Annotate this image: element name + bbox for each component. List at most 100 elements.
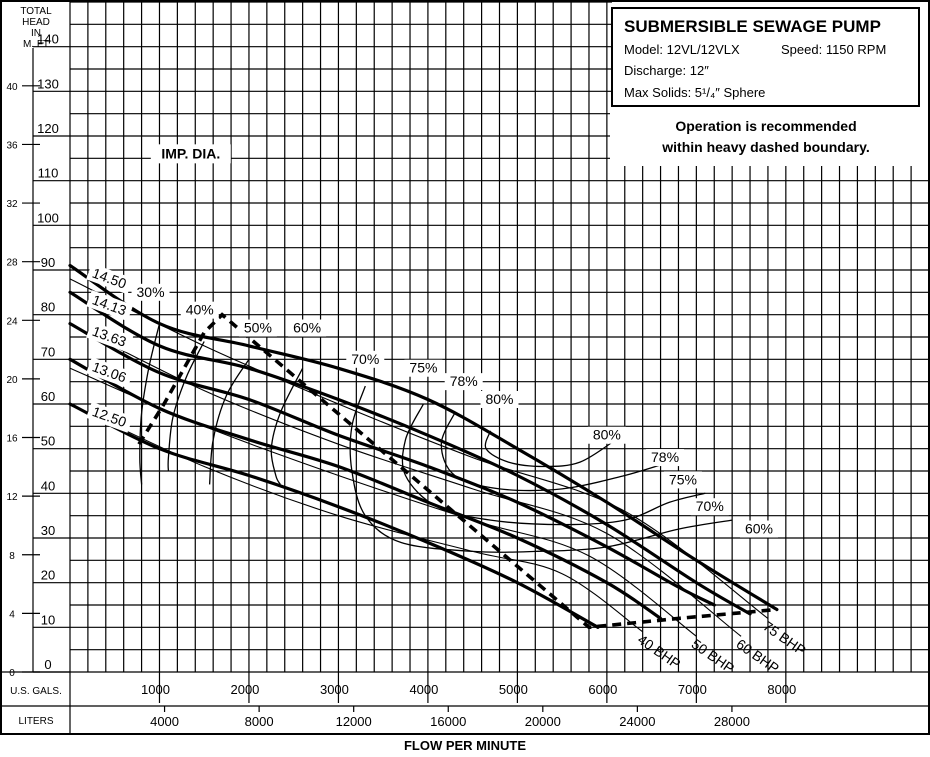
y-axis-header-line-3: IN bbox=[31, 28, 41, 39]
ft-tick-label: 120 bbox=[37, 121, 59, 136]
efficiency-label-bg bbox=[238, 319, 277, 337]
y-axis-header-line-1: TOTAL bbox=[20, 6, 52, 17]
info-solids: Max Solids: 5¹/₄″ Sphere bbox=[624, 85, 765, 100]
efficiency-label-bg bbox=[404, 359, 443, 377]
m-tick-label: 0 bbox=[9, 668, 15, 679]
bhp-line-1 bbox=[69, 367, 697, 637]
efficiency-label-bg bbox=[131, 283, 170, 301]
note-line-1: Operation is recommended bbox=[675, 118, 856, 134]
efficiency-label-bg bbox=[346, 350, 385, 368]
impeller-label-bg bbox=[86, 321, 134, 353]
ft-tick-label: 0 bbox=[44, 657, 51, 672]
efficiency-label-bg bbox=[646, 449, 685, 467]
note-line-2: within heavy dashed boundary. bbox=[661, 139, 869, 155]
impeller-label-bg bbox=[86, 263, 134, 295]
ft-tick-label: 130 bbox=[37, 76, 59, 91]
operating-boundary bbox=[137, 312, 778, 630]
efficiency-curve-6 bbox=[440, 412, 670, 492]
efficiency-label-bg bbox=[444, 373, 483, 391]
gal-tick-label: 6000 bbox=[588, 682, 617, 697]
efficiency-curve-0 bbox=[139, 323, 161, 485]
info-speed: Speed: 1150 RPM bbox=[781, 42, 886, 57]
impeller-label-bg bbox=[86, 401, 134, 433]
liter-tick-label: 16000 bbox=[430, 714, 466, 729]
efficiency-label-bg bbox=[180, 301, 219, 319]
gal-tick-label: 3000 bbox=[320, 682, 349, 697]
gal-tick-label: 4000 bbox=[409, 682, 438, 697]
impeller-label-bg bbox=[86, 357, 134, 389]
info-box: SUBMERSIBLE SEWAGE PUMP Model: 12VL/12VL… bbox=[611, 7, 920, 107]
gal-tick-label: 7000 bbox=[678, 682, 707, 697]
gal-tick-label: 1000 bbox=[141, 682, 170, 697]
ft-tick-label: 140 bbox=[37, 32, 59, 47]
liter-tick-label: 12000 bbox=[336, 714, 372, 729]
bhp-line-3 bbox=[69, 278, 769, 619]
m-tick-label: 40 bbox=[6, 82, 18, 93]
x-axis-title: FLOW PER MINUTE bbox=[404, 738, 526, 753]
ft-tick-label: 60 bbox=[41, 389, 55, 404]
x-units-gal: U.S. GALS. bbox=[10, 686, 62, 697]
ft-tick-label: 40 bbox=[41, 478, 55, 493]
operation-note: Operation is recommended within heavy da… bbox=[610, 112, 922, 164]
efficiency-label: 60% bbox=[745, 521, 773, 537]
efficiency-curve-4 bbox=[349, 385, 733, 553]
y-axis-header-line-2: HEAD bbox=[22, 17, 50, 28]
grid bbox=[0, 1, 930, 734]
m-tick-label: 20 bbox=[6, 375, 18, 386]
efficiency-label: 60% bbox=[293, 320, 321, 336]
ft-tick-label: 100 bbox=[37, 210, 59, 225]
info-model: Model: 12VL/12VLX bbox=[624, 42, 740, 57]
head-curve-4 bbox=[68, 402, 600, 629]
efficiency-label: 50% bbox=[244, 320, 272, 336]
ft-tick-label: 90 bbox=[41, 255, 55, 270]
y-axis-header-line-4: M. FT bbox=[23, 39, 49, 50]
liter-tick-label: 8000 bbox=[245, 714, 274, 729]
efficiency-label-bg bbox=[663, 471, 702, 489]
m-tick-label: 16 bbox=[6, 434, 18, 445]
efficiency-curve-5 bbox=[401, 403, 706, 526]
efficiency-label-bg bbox=[739, 520, 778, 538]
m-tick-label: 32 bbox=[6, 199, 18, 210]
m-tick-label: 36 bbox=[6, 140, 18, 151]
liter-tick-label: 20000 bbox=[525, 714, 561, 729]
ft-tick-label: 80 bbox=[41, 300, 55, 315]
efficiency-label-bg bbox=[288, 319, 327, 337]
x-units-liters: LITERS bbox=[18, 716, 53, 727]
ft-tick-label: 110 bbox=[38, 166, 59, 181]
impeller-label-bg bbox=[86, 290, 134, 322]
m-tick-label: 12 bbox=[6, 492, 18, 503]
efficiency-label: 40% bbox=[186, 302, 214, 318]
gal-tick-label: 2000 bbox=[230, 682, 259, 697]
ft-tick-label: 50 bbox=[41, 434, 55, 449]
efficiency-label: 78% bbox=[450, 373, 478, 389]
efficiency-label: 70% bbox=[696, 498, 724, 514]
m-tick-label: 24 bbox=[6, 316, 18, 327]
m-tick-label: 8 bbox=[9, 551, 15, 562]
efficiency-curve-7 bbox=[484, 430, 617, 468]
chart-frame bbox=[0, 0, 930, 735]
info-title: SUBMERSIBLE SEWAGE PUMP bbox=[624, 17, 881, 36]
bhp-label: 60 BHP bbox=[733, 636, 782, 677]
efficiency-label-bg bbox=[690, 498, 729, 516]
head-curve-1 bbox=[68, 290, 752, 616]
gal-tick-label: 5000 bbox=[499, 682, 528, 697]
m-tick-label: 4 bbox=[9, 609, 15, 620]
efficiency-label: 75% bbox=[409, 360, 437, 376]
efficiency-label-bg bbox=[587, 426, 626, 444]
efficiency-label: 80% bbox=[593, 427, 621, 443]
impeller-heading-bg bbox=[150, 144, 231, 164]
efficiency-label: 78% bbox=[651, 449, 679, 465]
liter-tick-label: 28000 bbox=[714, 714, 750, 729]
efficiency-label-bg bbox=[480, 391, 519, 408]
efficiency-curve-1 bbox=[167, 341, 205, 472]
info-discharge: Discharge: 12″ bbox=[624, 63, 709, 78]
efficiency-label: 30% bbox=[137, 284, 165, 300]
ft-tick-label: 20 bbox=[41, 568, 55, 583]
efficiency-label: 75% bbox=[669, 471, 697, 487]
efficiency-label: 80% bbox=[485, 391, 513, 407]
efficiency-label: 70% bbox=[351, 351, 379, 367]
ft-tick-label: 30 bbox=[41, 523, 55, 538]
m-tick-label: 28 bbox=[6, 258, 18, 269]
gal-tick-label: 8000 bbox=[767, 682, 796, 697]
